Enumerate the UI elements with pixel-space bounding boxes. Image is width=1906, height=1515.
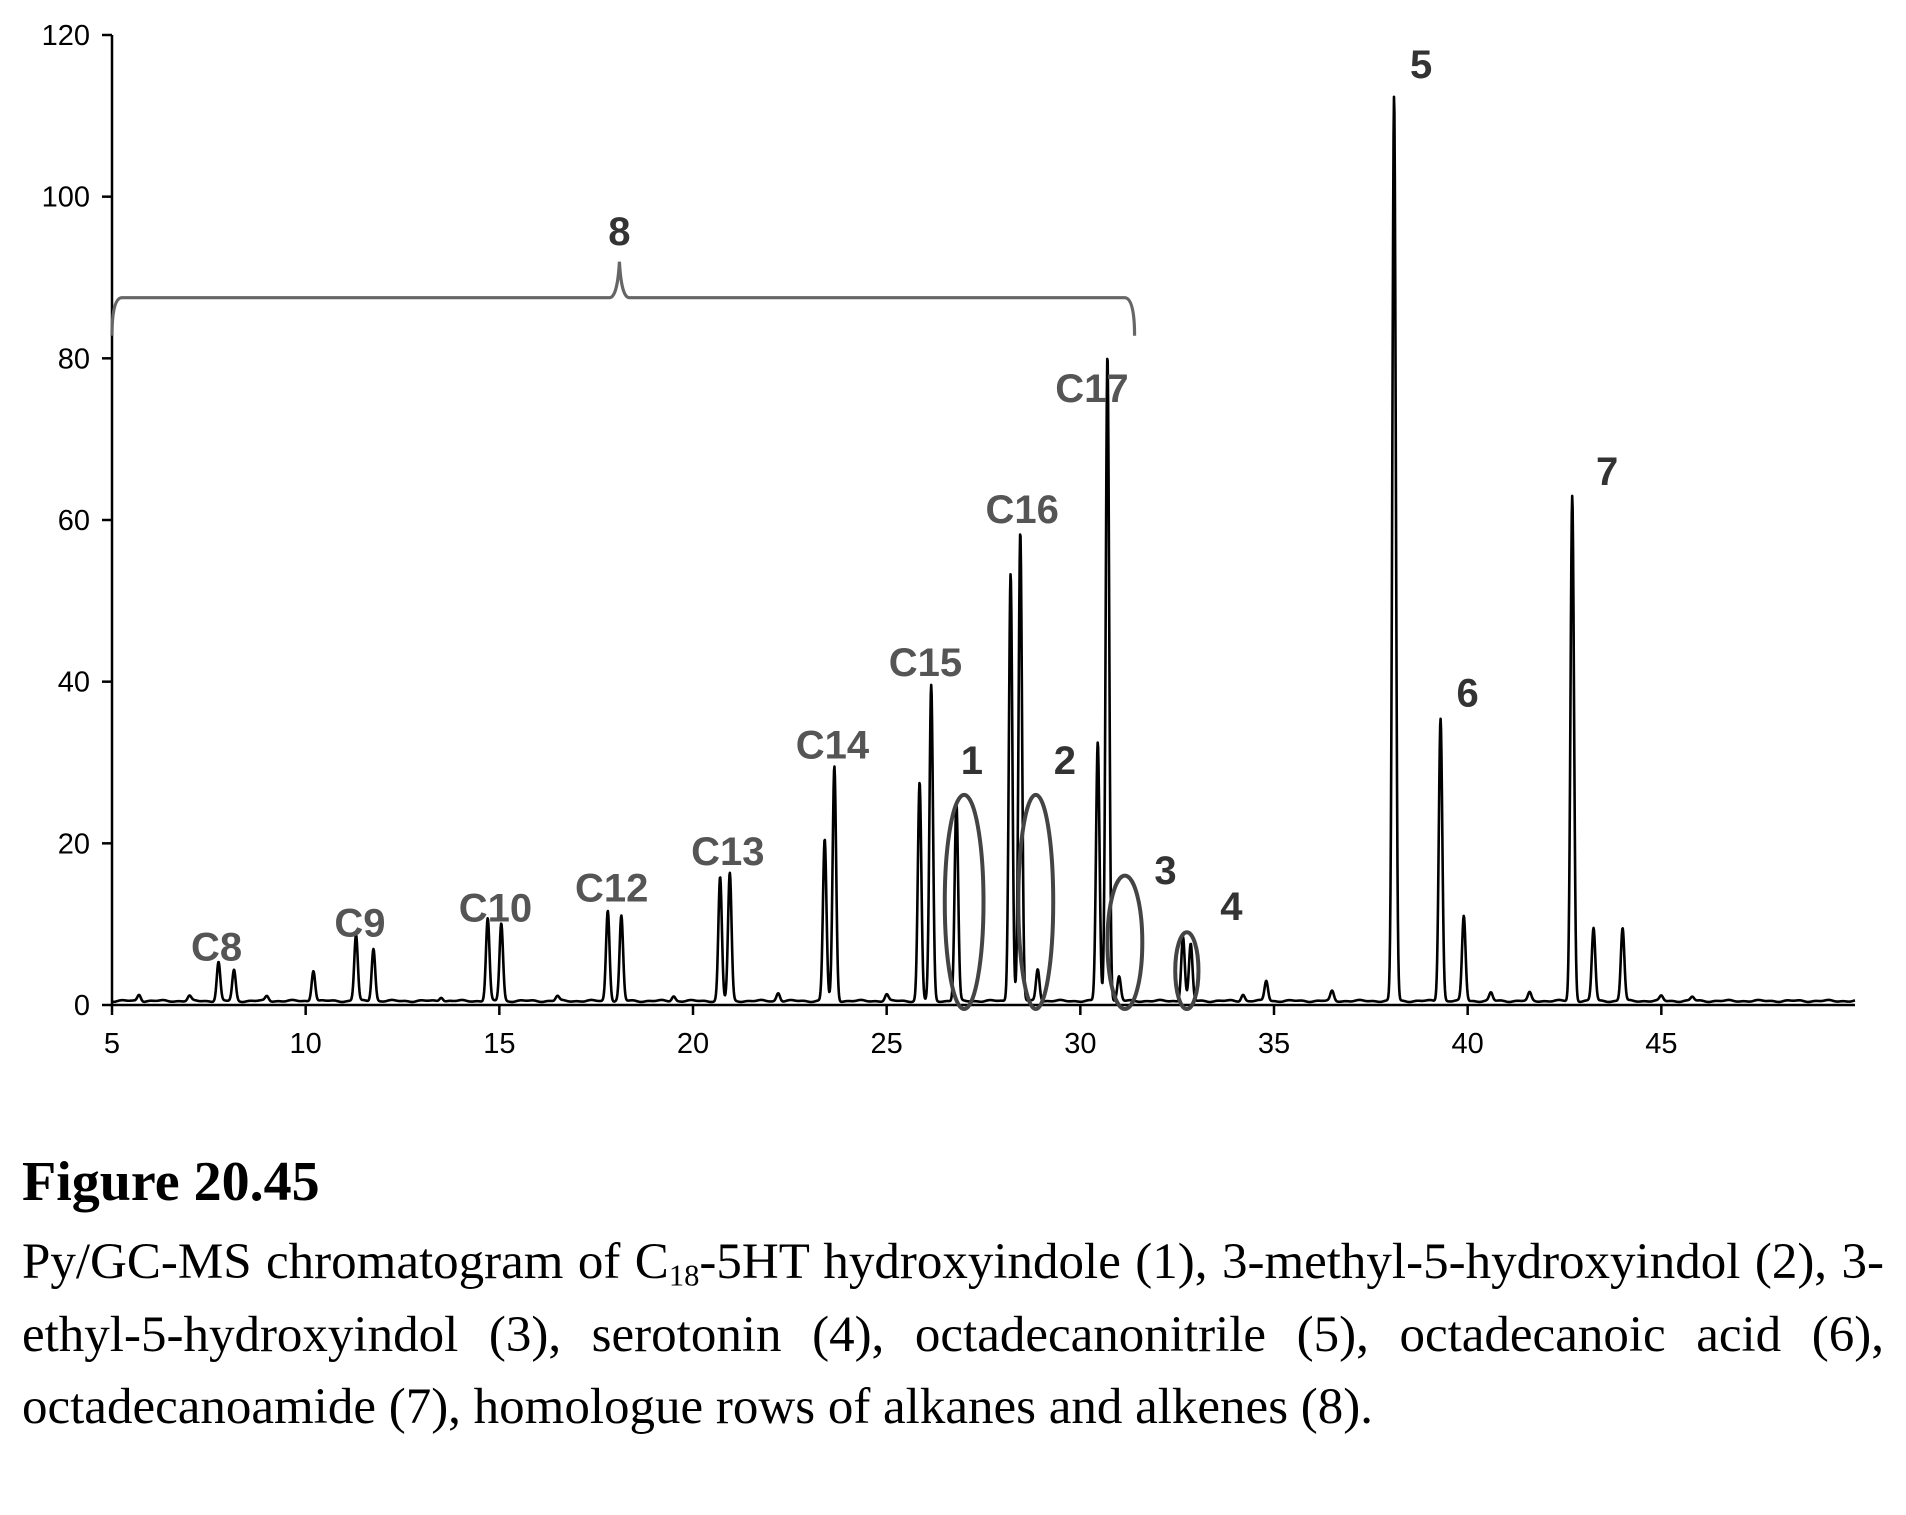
y-tick-label: 100 — [42, 182, 90, 214]
peak-highlight-ellipse — [1105, 873, 1145, 1012]
x-tick-label: 40 — [1452, 1028, 1484, 1060]
peak-label-c13: C13 — [691, 830, 764, 874]
caption-text-part: -5HT hydroxyindole (1), 3-methyl-5-hydro… — [22, 1234, 1884, 1436]
peak-label-c17: C17 — [1055, 367, 1128, 411]
peak-label-c8: C8 — [191, 926, 242, 970]
y-tick-label: 20 — [58, 828, 90, 860]
peak-number-label: 6 — [1457, 672, 1479, 716]
annotations: C8 C9 C10 C12 C13 C14 C15 C16 C17 1 2 34 5 6 7 8 — [110, 43, 1618, 1012]
peak-point — [556, 999, 558, 1001]
peak-label-c14: C14 — [796, 723, 870, 767]
y-tick-label: 0 — [74, 990, 90, 1022]
peak-label-c15: C15 — [889, 641, 962, 685]
peak-point — [1691, 1000, 1693, 1002]
x-tick-label: 20 — [677, 1028, 709, 1060]
peak-number-label: 5 — [1410, 43, 1432, 87]
peak-number-label: 8 — [608, 210, 630, 254]
peak-point — [1660, 999, 1662, 1001]
peak-highlight-ellipse — [942, 792, 986, 1012]
peak-number-label: 7 — [1596, 450, 1618, 494]
figure-caption-text: Py/GC-MS chromatogram of C18-5HT hydroxy… — [22, 1226, 1884, 1443]
peak-label-c10: C10 — [459, 887, 532, 931]
peak-label-c16: C16 — [986, 488, 1059, 532]
peak-label-c9: C9 — [334, 901, 385, 945]
peak-number-label: 2 — [1054, 739, 1076, 783]
peak-highlight-ellipse — [1016, 792, 1056, 1012]
x-tick-label: 25 — [871, 1028, 903, 1060]
peak-highlight-ellipse — [1173, 930, 1201, 1012]
chromatogram-chart: 0 20 40 60 80 100 120 5 10 15 20 25 30 35 40 45 C8 C9 C10… — [42, 20, 1856, 1060]
peak-number-label: 4 — [1220, 885, 1243, 929]
x-tick-label: 15 — [483, 1028, 515, 1060]
caption-text-part: Py/GC-MS chromatogram of C — [22, 1234, 669, 1291]
peak-number-label: 3 — [1154, 849, 1176, 893]
x-tick-label: 10 — [290, 1028, 322, 1060]
y-tick-label: 60 — [58, 505, 90, 537]
y-tick-label: 120 — [42, 20, 90, 52]
x-tick-label: 45 — [1645, 1028, 1677, 1060]
chromatogram-trace — [111, 95, 1856, 1004]
chromatogram-line — [111, 95, 1856, 1004]
x-tick-label: 5 — [104, 1028, 120, 1060]
x-tick-label: 30 — [1064, 1028, 1096, 1060]
figure-caption: Figure 20.45 Py/GC-MS chromatogram of C1… — [22, 1150, 1884, 1444]
x-tick-label: 35 — [1258, 1028, 1290, 1060]
peak-point — [188, 999, 190, 1001]
caption-subscript: 18 — [668, 1259, 700, 1294]
y-tick-label: 80 — [58, 343, 90, 375]
peak-number-label: 1 — [961, 739, 983, 783]
y-tick-label: 40 — [58, 667, 90, 699]
figure-title: Figure 20.45 — [22, 1151, 320, 1213]
group-8-bracket — [110, 261, 1137, 336]
peak-label-c12: C12 — [575, 867, 648, 911]
